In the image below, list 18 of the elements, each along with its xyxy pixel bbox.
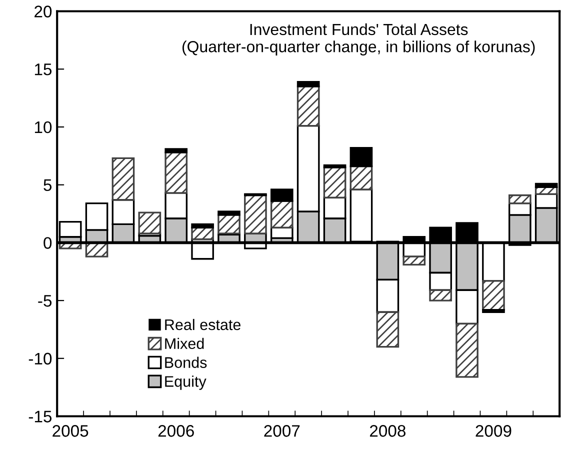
legend-label: Mixed	[165, 338, 204, 350]
legend-label: Bonds	[165, 356, 207, 368]
x-tick-label: 2007	[264, 425, 300, 437]
x-tick-label: 2008	[370, 425, 406, 437]
y-tick-label: 5	[44, 179, 52, 192]
y-tick-label: -15	[28, 410, 52, 422]
text: Investment Funds' Total Assets (Quarter-on-quarter change, in billions of korunas)	[182, 23, 535, 56]
x-tick-label: 2005	[52, 425, 88, 437]
x-tick-label: 2006	[158, 425, 194, 437]
y-tick-label: 15	[34, 64, 52, 76]
legend-label: Real estate	[165, 318, 241, 330]
y-tick-label: -10	[28, 352, 52, 365]
legend-label: Equity	[165, 376, 206, 390]
y-tick-label: 20	[34, 6, 52, 18]
x-tick-label: 2009	[476, 425, 512, 437]
y-tick-label: -5	[38, 295, 52, 307]
y-tick-label: 10	[34, 121, 52, 134]
y-tick-label: 0	[44, 237, 52, 249]
